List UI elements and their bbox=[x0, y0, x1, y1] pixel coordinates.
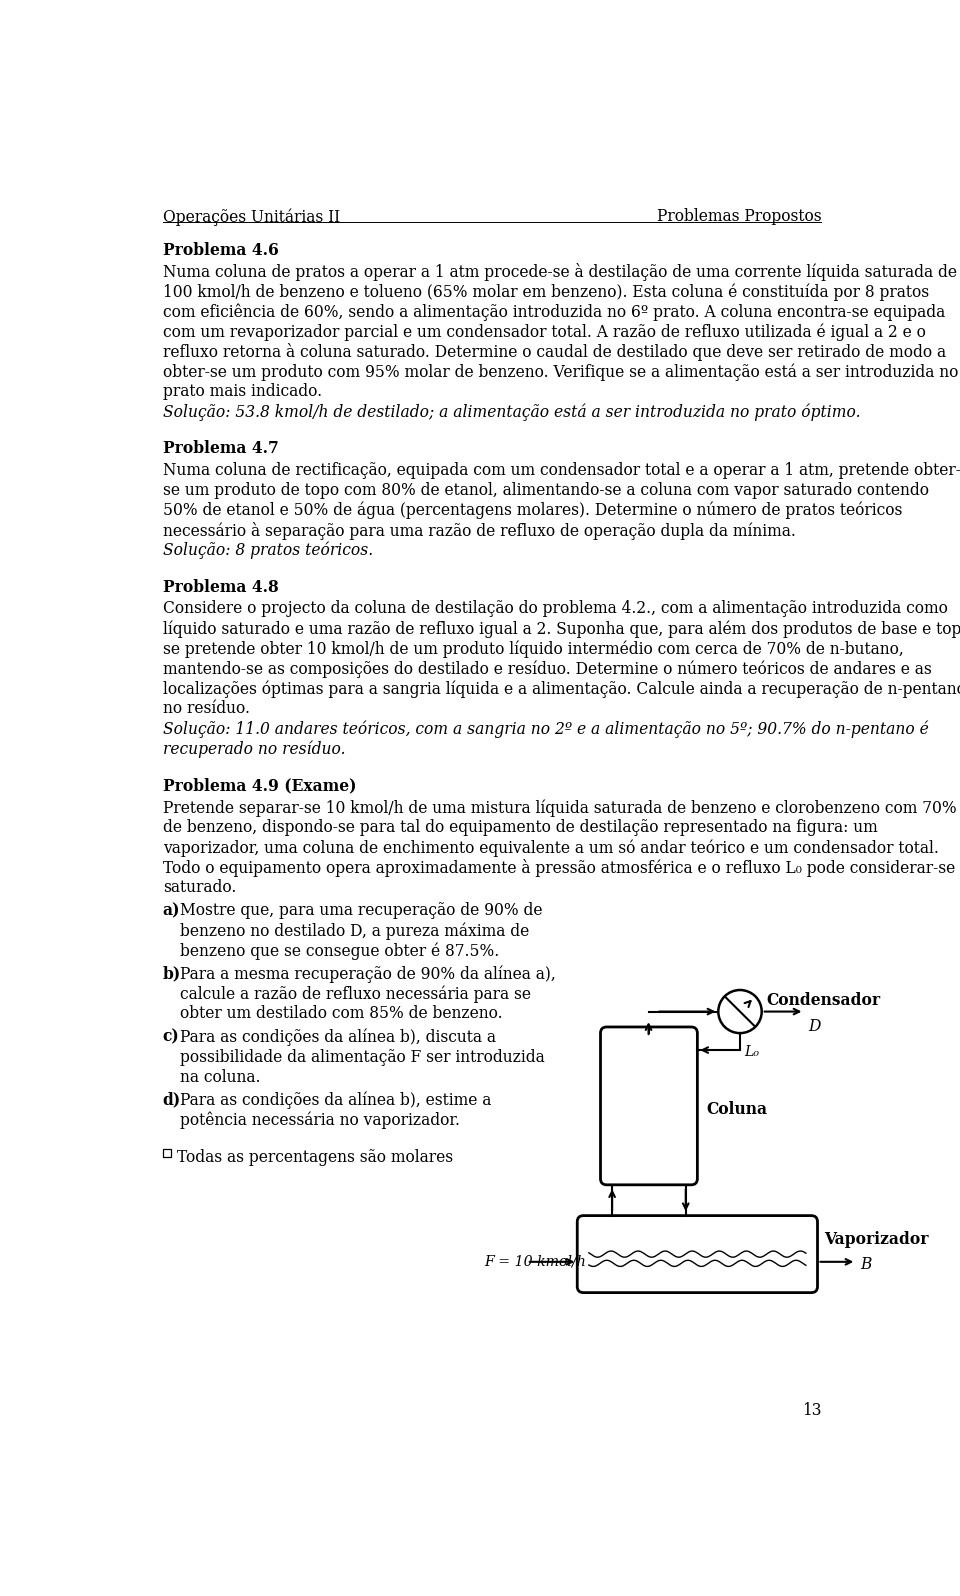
Text: potência necessária no vaporizador.: potência necessária no vaporizador. bbox=[180, 1112, 460, 1130]
Text: Pretende separar-se 10 kmol/h de uma mistura líquida saturada de benzeno e cloro: Pretende separar-se 10 kmol/h de uma mis… bbox=[162, 800, 956, 817]
Text: possibilidade da alimentação F ser introduzida: possibilidade da alimentação F ser intro… bbox=[180, 1049, 544, 1066]
Text: c): c) bbox=[162, 1028, 180, 1045]
Text: Solução: 11.0 andares teóricos, com a sangria no 2º e a alimentação no 5º; 90.7%: Solução: 11.0 andares teóricos, com a sa… bbox=[162, 720, 928, 737]
Text: Mostre que, para uma recuperação de 90% de: Mostre que, para uma recuperação de 90% … bbox=[180, 902, 542, 919]
Text: prato mais indicado.: prato mais indicado. bbox=[162, 383, 322, 401]
Text: refluxo retorna à coluna saturado. Determine o caudal de destilado que deve ser : refluxo retorna à coluna saturado. Deter… bbox=[162, 343, 946, 361]
Text: Para as condições da alínea b), discuta a: Para as condições da alínea b), discuta … bbox=[180, 1028, 495, 1045]
Text: 100 kmol/h de benzeno e tolueno (65% molar em benzeno). Esta coluna é constituíd: 100 kmol/h de benzeno e tolueno (65% mol… bbox=[162, 282, 928, 300]
Text: no resíduo.: no resíduo. bbox=[162, 701, 250, 718]
Text: líquido saturado e uma razão de refluxo igual a 2. Suponha que, para além dos pr: líquido saturado e uma razão de refluxo … bbox=[162, 621, 960, 638]
Text: recuperado no resíduo.: recuperado no resíduo. bbox=[162, 741, 346, 758]
Text: Problema 4.8: Problema 4.8 bbox=[162, 579, 278, 595]
Text: de benzeno, dispondo-se para tal do equipamento de destilação representado na fi: de benzeno, dispondo-se para tal do equi… bbox=[162, 819, 877, 836]
Text: Numa coluna de pratos a operar a 1 atm procede-se à destilação de uma corrente l: Numa coluna de pratos a operar a 1 atm p… bbox=[162, 263, 956, 281]
Text: localizações óptimas para a sangria líquida e a alimentação. Calcule ainda a rec: localizações óptimas para a sangria líqu… bbox=[162, 680, 960, 697]
Text: necessário à separação para uma razão de refluxo de operação dupla da mínima.: necessário à separação para uma razão de… bbox=[162, 522, 796, 539]
Text: d): d) bbox=[162, 1092, 180, 1109]
Bar bbox=[162, 1149, 171, 1157]
Text: Coluna: Coluna bbox=[707, 1101, 768, 1117]
Text: Todo o equipamento opera aproximadamente à pressão atmosférica e o refluxo L₀ po: Todo o equipamento opera aproximadamente… bbox=[162, 859, 955, 878]
Text: Problema 4.7: Problema 4.7 bbox=[162, 440, 278, 456]
Text: Vaporizador: Vaporizador bbox=[824, 1231, 928, 1248]
Text: L₀: L₀ bbox=[744, 1045, 758, 1060]
Text: Problema 4.6: Problema 4.6 bbox=[162, 241, 278, 259]
Text: Considere o projecto da coluna de destilação do problema 4.2., com a alimentação: Considere o projecto da coluna de destil… bbox=[162, 600, 948, 618]
Text: B: B bbox=[860, 1256, 872, 1272]
Text: Solução: 53.8 kmol/h de destilado; a alimentação está a ser introduzida no prato: Solução: 53.8 kmol/h de destilado; a ali… bbox=[162, 404, 860, 421]
Text: Problema 4.9 (Exame): Problema 4.9 (Exame) bbox=[162, 777, 356, 795]
Text: com um revaporizador parcial e um condensador total. A razão de refluxo utilizad: com um revaporizador parcial e um conden… bbox=[162, 324, 925, 340]
Text: Para as condições da alínea b), estime a: Para as condições da alínea b), estime a bbox=[180, 1092, 492, 1109]
Text: Operações Unitárias II: Operações Unitárias II bbox=[162, 209, 340, 227]
Text: F = 10 kmol/h: F = 10 kmol/h bbox=[484, 1254, 587, 1269]
Text: Todas as percentagens são molares: Todas as percentagens são molares bbox=[178, 1149, 453, 1165]
Text: calcule a razão de refluxo necessária para se: calcule a razão de refluxo necessária pa… bbox=[180, 985, 531, 1002]
Text: Numa coluna de rectificação, equipada com um condensador total e a operar a 1 at: Numa coluna de rectificação, equipada co… bbox=[162, 461, 960, 479]
Text: Condensador: Condensador bbox=[766, 991, 880, 1009]
Text: Solução: 8 pratos teóricos.: Solução: 8 pratos teóricos. bbox=[162, 543, 372, 559]
Text: na coluna.: na coluna. bbox=[180, 1069, 260, 1085]
Text: Para a mesma recuperação de 90% da alínea a),: Para a mesma recuperação de 90% da alíne… bbox=[180, 966, 556, 983]
Text: b): b) bbox=[162, 966, 180, 983]
Text: benzeno que se consegue obter é 87.5%.: benzeno que se consegue obter é 87.5%. bbox=[180, 942, 499, 959]
Text: obter um destilado com 85% de benzeno.: obter um destilado com 85% de benzeno. bbox=[180, 1005, 502, 1023]
Text: se um produto de topo com 80% de etanol, alimentando-se a coluna com vapor satur: se um produto de topo com 80% de etanol,… bbox=[162, 482, 928, 500]
Text: saturado.: saturado. bbox=[162, 879, 236, 895]
Text: Problemas Propostos: Problemas Propostos bbox=[657, 209, 822, 225]
Text: se pretende obter 10 kmol/h de um produto líquido intermédio com cerca de 70% de: se pretende obter 10 kmol/h de um produt… bbox=[162, 640, 903, 658]
Text: a): a) bbox=[162, 902, 180, 919]
Text: D: D bbox=[808, 1018, 821, 1034]
Text: mantendo-se as composições do destilado e resíduo. Determine o número teóricos d: mantendo-se as composições do destilado … bbox=[162, 661, 931, 678]
Text: 13: 13 bbox=[802, 1401, 822, 1419]
Text: vaporizador, uma coluna de enchimento equivalente a um só andar teórico e um con: vaporizador, uma coluna de enchimento eq… bbox=[162, 839, 939, 857]
Text: obter-se um produto com 95% molar de benzeno. Verifique se a alimentação está a : obter-se um produto com 95% molar de ben… bbox=[162, 364, 958, 381]
Text: com eficiência de 60%, sendo a alimentação introduzida no 6º prato. A coluna enc: com eficiência de 60%, sendo a alimentaç… bbox=[162, 303, 945, 321]
Text: 50% de etanol e 50% de água (percentagens molares). Determine o número de pratos: 50% de etanol e 50% de água (percentagen… bbox=[162, 501, 902, 519]
Text: benzeno no destilado D, a pureza máxima de: benzeno no destilado D, a pureza máxima … bbox=[180, 922, 529, 940]
